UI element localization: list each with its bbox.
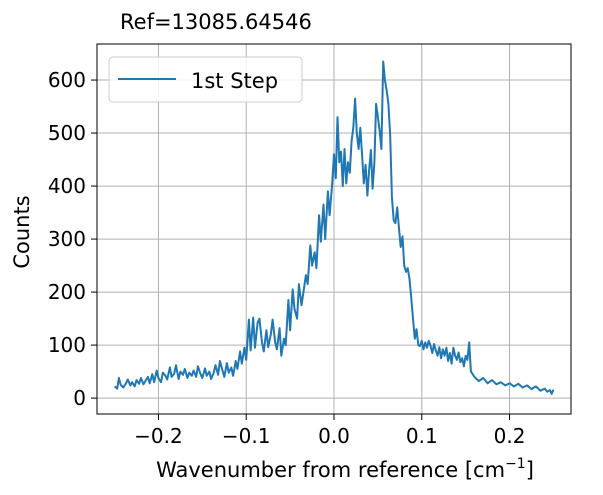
x-tick-label: 0.2 (494, 424, 526, 448)
x-tick-label: 0.1 (406, 424, 438, 448)
y-tick-label: 0 (73, 386, 86, 410)
x-axis-label-text: Wavenumber from reference (156, 458, 458, 482)
x-tick-label: −0.1 (222, 424, 271, 448)
grid-lines (97, 44, 571, 414)
x-axis-ticks: −0.2 −0.1 0.0 0.1 0.2 (134, 414, 525, 448)
y-tick-label: 500 (48, 121, 86, 145)
legend: 1st Step (108, 56, 303, 103)
series-line-1st-step (113, 60, 555, 395)
series-layer (113, 60, 555, 395)
y-tick-label: 600 (48, 68, 86, 92)
y-axis-ticks: 0 100 200 300 400 500 600 (48, 68, 97, 410)
legend-series-label: 1st Step (191, 69, 278, 93)
y-axis-label: Counts (10, 195, 34, 268)
y-tick-label: 100 (48, 333, 86, 357)
x-tick-label: 0.0 (318, 424, 350, 448)
y-tick-label: 200 (48, 280, 86, 304)
x-tick-label: −0.2 (134, 424, 183, 448)
x-axis-unit-exponent: −1 (505, 456, 526, 472)
y-tick-label: 300 (48, 227, 86, 251)
y-tick-label: 400 (48, 174, 86, 198)
x-axis-unit: cm (473, 458, 505, 482)
legend-box (108, 56, 303, 103)
chart-title: Ref=13085.64546 (120, 10, 312, 34)
x-axis-label: Wavenumber from reference [cm−1] (156, 456, 534, 482)
